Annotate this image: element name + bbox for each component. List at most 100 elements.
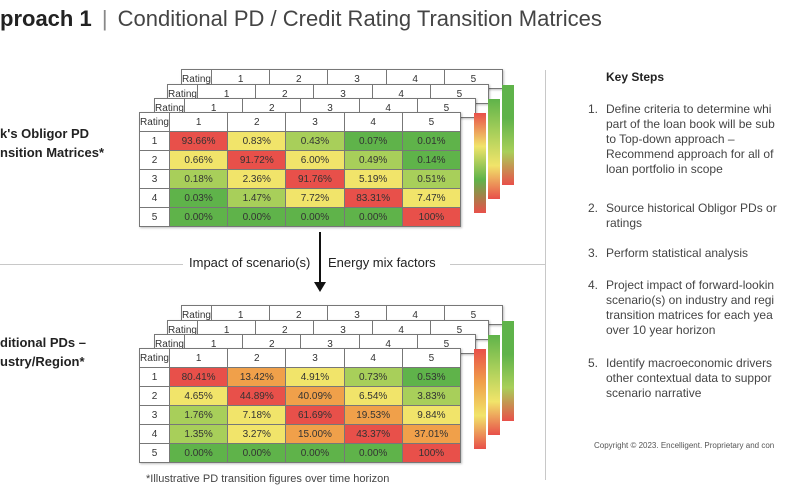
col-header-2: 2	[227, 348, 287, 368]
key-step-1: 1. Define criteria to determine whi part…	[588, 102, 800, 177]
bottom-label-line-1: ditional PDs –	[0, 335, 86, 350]
matrix-cell: 0.00%	[227, 443, 287, 463]
matrix-cell: 0.00%	[285, 207, 345, 227]
matrix-cell: 6.00%	[285, 150, 345, 170]
matrix-cell: 13.42%	[227, 367, 287, 387]
matrix-cell: 2.36%	[227, 169, 287, 189]
bottom-front-matrix: Rating 1 2 3 4 5 1 80.41% 13.42% 4.91% 0.73%…	[139, 348, 462, 463]
matrix-cell: 19.53%	[343, 405, 403, 425]
title-bold: proach 1	[0, 6, 92, 31]
step-number: 1.	[588, 102, 599, 116]
page-title: proach 1 | Conditional PD / Credit Ratin…	[0, 6, 602, 32]
col-header-4: 4	[343, 348, 403, 368]
matrix-cell: 44.89%	[227, 386, 287, 406]
matrix-cell: 3.83%	[401, 386, 462, 406]
matrix-cell: 0.83%	[227, 131, 287, 151]
matrix-cell: 0.07%	[343, 131, 403, 151]
step-number: 2.	[588, 201, 599, 215]
step-text: Source historical Obligor PDs or ratings	[606, 201, 777, 230]
matrix-cell: 9.84%	[401, 405, 462, 425]
matrix-row: 4 0.03% 1.47% 7.72% 83.31% 7.47%	[139, 188, 462, 208]
top-front-matrix: Rating 1 2 3 4 5 1 93.66% 0.83% 0.43% 0.07% 0…	[139, 112, 462, 227]
matrix-cell: 1.35%	[168, 424, 229, 444]
bottom-back-right-edge-2	[488, 335, 500, 435]
matrix-row: 5 0.00% 0.00% 0.00% 0.00% 100%	[139, 443, 462, 463]
matrix-cell: 4.65%	[168, 386, 229, 406]
matrix-cell: 15.00%	[285, 424, 345, 444]
header-rating: Rating	[139, 348, 170, 368]
col-header-3: 3	[285, 348, 345, 368]
matrix-cell: 80.41%	[168, 367, 229, 387]
bottom-matrix-label: ditional PDs – ustry/Region*	[0, 333, 86, 371]
top-label-line-1: k's Obligor PD	[0, 126, 90, 141]
step-number: 3.	[588, 246, 599, 260]
step-text: Perform statistical analysis	[606, 246, 749, 260]
matrix-row: 3 0.18% 2.36% 91.76% 5.19% 0.51%	[139, 169, 462, 189]
bottom-back-right-edge-3	[502, 321, 514, 421]
copyright: Copyright © 2023. Encelligent. Proprieta…	[594, 441, 775, 450]
row-header: 1	[139, 131, 170, 151]
left-horizontal-divider	[0, 264, 183, 265]
matrix-cell: 7.72%	[285, 188, 345, 208]
step-text: Identify macroeconomic drivers other con…	[606, 356, 773, 400]
matrix-cell: 100%	[401, 443, 462, 463]
panel-divider	[545, 70, 546, 480]
matrix-cell: 6.54%	[343, 386, 403, 406]
col-header-5: 5	[401, 348, 462, 368]
row-header: 3	[139, 405, 170, 425]
impact-of-scenarios-label: Impact of scenario(s)	[186, 255, 314, 270]
matrix-cell: 4.91%	[285, 367, 345, 387]
matrix-cell: 0.00%	[285, 443, 345, 463]
matrix-row: 2 0.66% 91.72% 6.00% 0.49% 0.14%	[139, 150, 462, 170]
matrix-row: 1 93.66% 0.83% 0.43% 0.07% 0.01%	[139, 131, 462, 151]
step-number: 4.	[588, 278, 599, 292]
matrix-cell: 37.01%	[401, 424, 462, 444]
matrix-row: 2 4.65% 44.89% 40.09% 6.54% 3.83%	[139, 386, 462, 406]
top-matrix-label: k's Obligor PD nsition Matrices*	[0, 124, 104, 162]
footnote: *Illustrative PD transition figures over…	[146, 473, 390, 485]
matrix-cell: 40.09%	[285, 386, 345, 406]
top-back-right-edge-2	[488, 99, 500, 199]
matrix-row: 5 0.00% 0.00% 0.00% 0.00% 100%	[139, 207, 462, 227]
top-matrix-stack: Rating 1 2 3 4 5 Rating 1 2 3 4 5 Rating…	[0, 0, 520, 240]
title-separator: |	[101, 6, 108, 31]
row-header: 3	[139, 169, 170, 189]
mid-horizontal-divider	[450, 264, 545, 265]
row-header: 5	[139, 443, 170, 463]
bottom-matrix-stack: Rating 1 2 3 4 5 Rating 1 2 3 4 5 Rating…	[139, 305, 514, 463]
matrix-cell: 43.37%	[343, 424, 403, 444]
col-header-1: 1	[168, 348, 229, 368]
matrix-cell: 100%	[401, 207, 462, 227]
matrix-row: 4 1.35% 3.27% 15.00% 43.37% 37.01%	[139, 424, 462, 444]
matrix-cell: 0.00%	[168, 207, 229, 227]
key-step-2: 2. Source historical Obligor PDs or rati…	[588, 201, 800, 231]
key-steps-title: Key Steps	[606, 70, 665, 84]
row-header: 1	[139, 367, 170, 387]
key-step-4: 4. Project impact of forward-lookin scen…	[588, 278, 800, 338]
step-number: 5.	[588, 356, 599, 370]
bottom-back-right-edge	[474, 349, 486, 449]
matrix-cell: 0.53%	[401, 367, 462, 387]
matrix-cell: 7.18%	[227, 405, 287, 425]
matrix-cell: 7.47%	[401, 188, 462, 208]
key-step-5: 5. Identify macroeconomic drivers other …	[588, 356, 800, 401]
matrix-cell: 0.73%	[343, 367, 403, 387]
row-header: 4	[139, 188, 170, 208]
bottom-label-line-2: ustry/Region*	[0, 354, 85, 369]
matrix-cell: 1.76%	[168, 405, 229, 425]
matrix-cell: 0.00%	[343, 443, 403, 463]
matrix-cell: 0.66%	[168, 150, 229, 170]
matrix-row: 1 80.41% 13.42% 4.91% 0.73% 0.53%	[139, 367, 462, 387]
matrix-cell: 1.47%	[227, 188, 287, 208]
top-back-right-edge	[474, 113, 486, 213]
matrix-row: 3 1.76% 7.18% 61.69% 19.53% 9.84%	[139, 405, 462, 425]
energy-mix-factors-label: Energy mix factors	[325, 255, 439, 270]
matrix-cell: 0.03%	[168, 188, 229, 208]
matrix-cell: 0.43%	[285, 131, 345, 151]
key-step-3: 3. Perform statistical analysis	[588, 246, 800, 261]
matrix-cell: 0.00%	[168, 443, 229, 463]
top-label-line-2: nsition Matrices*	[0, 145, 105, 160]
top-back-right-edge-3	[502, 85, 514, 185]
matrix-cell: 3.27%	[227, 424, 287, 444]
down-arrow-icon	[314, 282, 326, 292]
